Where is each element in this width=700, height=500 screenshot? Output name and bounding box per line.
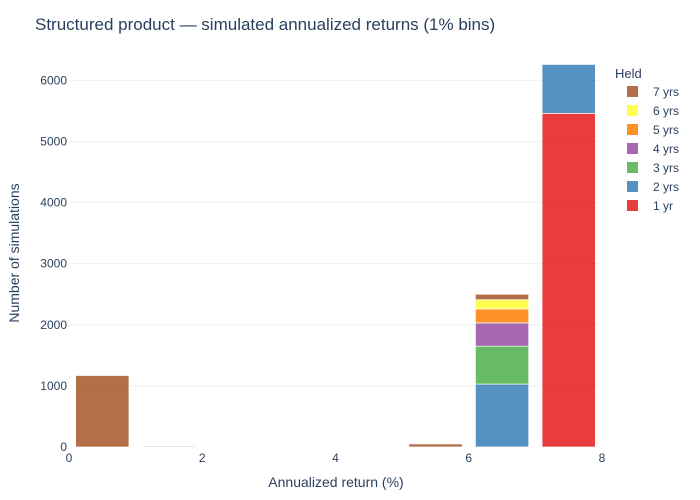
legend-swatch [627,162,638,173]
y-tick-label: 4000 [40,196,67,210]
y-axis-title: Number of simulations [6,183,22,322]
legend-item-label: 6 yrs [653,104,679,118]
x-tick-label: 2 [199,451,206,465]
y-tick-label: 6000 [40,73,67,87]
x-tick-label: 0 [66,451,73,465]
legend-item-label: 4 yrs [653,142,679,156]
x-tick-label: 4 [332,451,339,465]
y-tick-label: 0 [60,440,67,454]
legend-swatch [627,124,638,135]
bar-segment [541,64,596,114]
legend-swatch [627,143,638,154]
legend-item-label: 1 yr [653,199,673,213]
y-tick-label: 3000 [40,257,67,271]
legend-swatch [627,105,638,116]
bar-segment [475,293,530,301]
legend: Held 7 yrs 6 yrs 5 yrs 4 yrs 3 yrs 2 yrs 1 yr [615,66,679,213]
bar-segment [475,299,530,310]
bar-segment [541,112,596,448]
chart-title: Structured product — simulated annualize… [35,15,495,34]
bars [75,64,596,448]
legend-item-label: 7 yrs [653,85,679,99]
bar-segment [475,345,530,385]
legend-swatch [627,181,638,192]
legend-title: Held [615,66,642,81]
bar-segment [475,322,530,347]
bar-segment [408,443,463,448]
bar-segment [141,445,196,448]
legend-item-label: 2 yrs [653,180,679,194]
legend-swatch [627,200,638,211]
legend-item-label: 5 yrs [653,123,679,137]
x-axis-ticks: 0 2 4 6 8 [66,451,606,465]
y-tick-label: 5000 [40,134,67,148]
bar-segment [75,375,130,448]
y-axis-ticks: 0 1000 2000 3000 4000 5000 6000 [40,73,67,454]
y-tick-label: 1000 [40,379,67,393]
y-tick-label: 2000 [40,318,67,332]
legend-swatch [627,86,638,97]
x-axis-title: Annualized return (%) [268,474,403,490]
x-tick-label: 6 [465,451,472,465]
bar-segment [475,308,530,324]
bar-segment [475,383,530,448]
legend-item-label: 3 yrs [653,161,679,175]
x-tick-label: 8 [599,451,606,465]
